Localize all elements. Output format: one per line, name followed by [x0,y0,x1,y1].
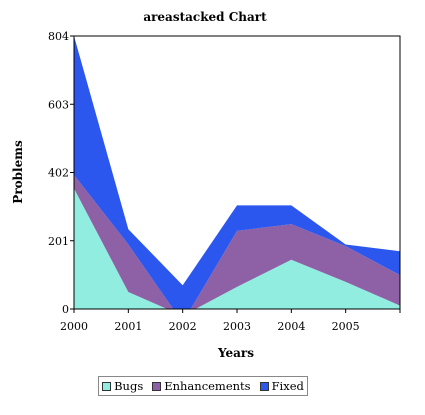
legend-swatch [259,381,269,391]
legend-label: Bugs [114,379,144,393]
y-tick-label: 402 [48,167,69,180]
y-tick-label: 0 [62,303,69,316]
x-tick-label: 2001 [114,320,142,333]
chart-title: areastacked Chart [143,10,267,24]
legend-swatch [102,381,112,391]
x-tick-label: 2002 [169,320,197,333]
legend: Bugs Enhancements Fixed [98,376,308,396]
y-tick-label: 804 [48,30,69,43]
legend-label: Enhancements [164,379,251,393]
x-tick-label: 2003 [223,320,251,333]
area-enhancements [74,174,400,309]
legend-label: Fixed [271,379,304,393]
legend-item-fixed: Fixed [259,379,304,393]
x-tick-label: 2005 [332,320,360,333]
x-axis: 2000 2001 2002 2003 2004 2005 [60,309,401,333]
x-axis-label: Years [217,346,254,360]
area-bugs [74,188,400,309]
y-axis-label: Problems [11,140,25,204]
y-tick-label: 603 [48,98,69,111]
legend-item-enhancements: Enhancements [152,379,251,393]
legend-swatch [152,381,162,391]
legend-item-bugs: Bugs [102,379,143,393]
x-tick-label: 2004 [277,320,305,333]
x-tick-label: 2000 [60,320,88,333]
series-areas [74,36,400,309]
y-axis: 0 201 402 603 804 [48,30,74,316]
y-tick-label: 201 [48,235,69,248]
